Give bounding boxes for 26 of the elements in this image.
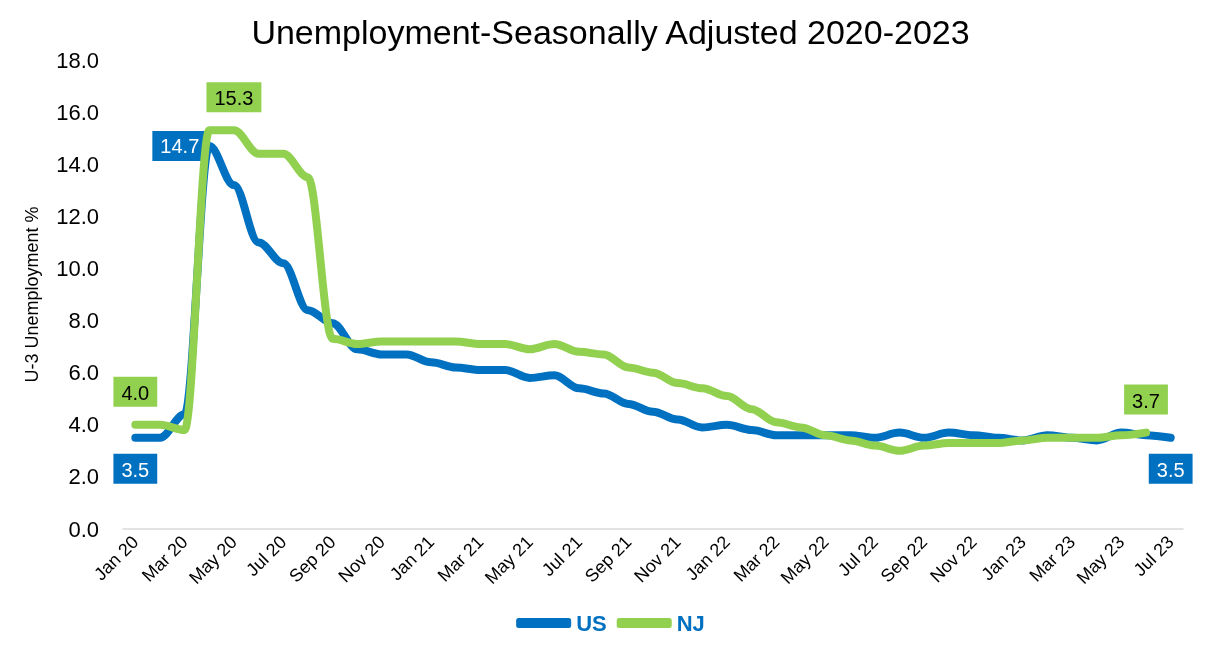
data-label: 4.0 [121,381,150,404]
y-tick-label: 16.0 [56,99,99,125]
x-tick-label: Jul 22 [833,531,882,581]
y-tick-label: 14.0 [56,151,99,177]
legend-label: US [576,610,607,636]
y-tick-label: 10.0 [56,255,99,281]
data-label: 14.7 [160,134,200,157]
x-tick-label: Jul 23 [1129,531,1178,581]
y-tick-label: 12.0 [56,203,99,229]
x-tick-label: Jul 21 [538,531,587,581]
x-tick-label: Jul 20 [242,531,291,581]
data-label: 3.5 [121,458,150,481]
y-tick-label: 0.0 [68,516,99,542]
y-tick-label: 6.0 [68,360,99,386]
y-tick-label: 4.0 [68,412,99,438]
data-label: 15.3 [214,87,254,110]
data-label: 3.7 [1132,389,1160,412]
y-tick-label: 8.0 [68,308,99,334]
x-tick-label: Nov 20 [334,531,389,587]
legend-label: NJ [676,610,705,636]
chart-title: Unemployment-Seasonally Adjusted 2020-2023 [251,13,970,51]
y-axis-title: U-3 Unemployment % [22,206,42,383]
y-tick-label: 2.0 [68,464,99,490]
y-tick-label: 18.0 [56,47,99,73]
data-label: 3.5 [1156,458,1185,481]
x-tick-label: Jan 23 [977,531,1030,585]
